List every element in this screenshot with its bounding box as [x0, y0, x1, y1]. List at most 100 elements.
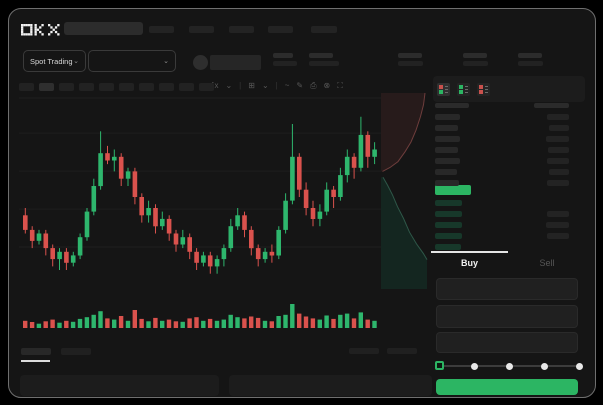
- toggle-glyph: [464, 92, 468, 93]
- volume-bar: [118, 316, 124, 328]
- bottom-tab-inactive[interactable]: [61, 348, 91, 355]
- ticker-stat-value: [518, 61, 543, 66]
- timeframe-button[interactable]: [99, 83, 114, 91]
- order-amount-field[interactable]: [436, 305, 578, 328]
- chevron-down-icon[interactable]: ⌄: [225, 81, 233, 90]
- line-type-icon[interactable]: ~: [284, 81, 290, 90]
- slider-stop[interactable]: [576, 363, 583, 370]
- pair-selector-dropdown[interactable]: ⌄: [88, 50, 176, 72]
- orderbook-combined-icon[interactable]: [437, 83, 450, 96]
- slider-stop[interactable]: [506, 363, 513, 370]
- timeframe-button[interactable]: [139, 83, 154, 91]
- buy-submit-button[interactable]: [436, 379, 578, 395]
- orders-panel-placeholder: [20, 375, 219, 396]
- volume-bar: [297, 313, 302, 328]
- ask-price-bar[interactable]: [435, 125, 458, 131]
- toggle-glyph: [484, 86, 488, 87]
- timeframe-button[interactable]: [199, 83, 214, 91]
- search-input[interactable]: [64, 22, 143, 35]
- timeframe-button[interactable]: [79, 83, 94, 91]
- timeframe-button[interactable]: [59, 83, 74, 91]
- ask-price-bar[interactable]: [435, 158, 460, 164]
- alert-icon[interactable]: ⊗: [323, 81, 331, 90]
- chart-footer-link-placeholder[interactable]: [349, 348, 379, 354]
- camera-icon[interactable]: ⎙: [310, 81, 317, 90]
- market-type-label: Spot Trading: [30, 56, 73, 66]
- slider-stop[interactable]: [541, 363, 548, 370]
- buy-tab-indicator: [431, 251, 508, 253]
- bid-price-bar[interactable]: [435, 244, 461, 250]
- candle: [118, 153, 124, 186]
- candle: [146, 200, 151, 223]
- candle: [105, 145, 110, 165]
- volume-bar: [112, 319, 117, 328]
- candle: [331, 186, 336, 208]
- toggle-glyph: [444, 92, 448, 93]
- volume-bar: [214, 320, 220, 328]
- ask-amount-bar: [547, 180, 569, 186]
- ask-amount-bar: [548, 147, 569, 153]
- fullscreen-icon[interactable]: ⛶: [337, 81, 343, 90]
- nav-item-placeholder[interactable]: [311, 26, 337, 33]
- volume-bar: [139, 318, 144, 328]
- orderbook-last-price[interactable]: [435, 185, 471, 195]
- bid-price-bar[interactable]: [435, 211, 462, 217]
- price-chart[interactable]: [9, 9, 595, 397]
- bid-price-bar[interactable]: [435, 200, 462, 206]
- volume-bar: [276, 316, 281, 328]
- bid-price-bar[interactable]: [435, 222, 462, 228]
- volume-bar: [180, 321, 185, 328]
- candle: [166, 215, 172, 241]
- orderbook-bids-icon[interactable]: [457, 83, 470, 96]
- candle: [91, 178, 97, 216]
- candle: [84, 208, 90, 241]
- nav-item-placeholder[interactable]: [149, 26, 174, 33]
- ask-price-bar[interactable]: [435, 147, 458, 153]
- depth-bids-area: [381, 177, 427, 289]
- ask-price-bar[interactable]: [435, 136, 460, 142]
- volume-bar: [269, 321, 274, 328]
- candle: [125, 167, 131, 186]
- timeframe-button[interactable]: [119, 83, 134, 91]
- order-total-field[interactable]: [436, 332, 578, 353]
- timeframe-button[interactable]: [179, 83, 194, 91]
- volume-bar: [310, 318, 316, 328]
- order-price-field[interactable]: [436, 278, 578, 300]
- volume-bar: [187, 318, 192, 328]
- candle: [262, 248, 268, 263]
- candle: [249, 226, 254, 256]
- candle: [235, 208, 240, 230]
- volume-bar: [57, 322, 62, 328]
- slider-stop[interactable]: [471, 363, 478, 370]
- okx-logo[interactable]: [21, 24, 61, 36]
- overlays-icon[interactable]: ⊞: [248, 81, 255, 90]
- ask-price-bar[interactable]: [435, 180, 459, 186]
- nav-item-placeholder[interactable]: [268, 26, 293, 33]
- volume-bar: [77, 318, 83, 328]
- orderbook-asks-icon[interactable]: [477, 83, 490, 96]
- candle: [132, 167, 138, 205]
- ask-price-bar[interactable]: [435, 114, 460, 120]
- chart-toolbar-icons: ƒx ⌄ | ⊞ ⌄ | ~ ✎ ⎙ ⊗ ⛶: [210, 80, 343, 92]
- nav-item-placeholder[interactable]: [189, 26, 214, 33]
- tab-buy[interactable]: Buy: [460, 258, 478, 268]
- candle: [77, 233, 83, 260]
- volume-bar: [105, 318, 110, 328]
- bid-price-bar[interactable]: [435, 233, 462, 239]
- ask-price-bar[interactable]: [435, 169, 457, 175]
- indicators-icon[interactable]: ƒx: [210, 81, 219, 90]
- tab-sell[interactable]: Sell: [539, 258, 555, 268]
- volume-bar: [29, 322, 35, 328]
- draw-icon[interactable]: ✎: [296, 81, 304, 90]
- timeframe-button[interactable]: [39, 83, 54, 91]
- chart-footer-link-placeholder[interactable]: [387, 348, 417, 354]
- nav-item-placeholder[interactable]: [229, 26, 254, 33]
- chevron-down-icon[interactable]: ⌄: [261, 81, 269, 90]
- slider-handle[interactable]: [435, 361, 444, 370]
- ticker-stat-label: [463, 53, 487, 58]
- volume-bar: [70, 321, 76, 328]
- timeframe-button[interactable]: [19, 83, 34, 91]
- bottom-tab-active[interactable]: [21, 348, 51, 355]
- timeframe-button[interactable]: [159, 83, 174, 91]
- market-type-dropdown[interactable]: Spot Trading ⌄: [23, 50, 86, 72]
